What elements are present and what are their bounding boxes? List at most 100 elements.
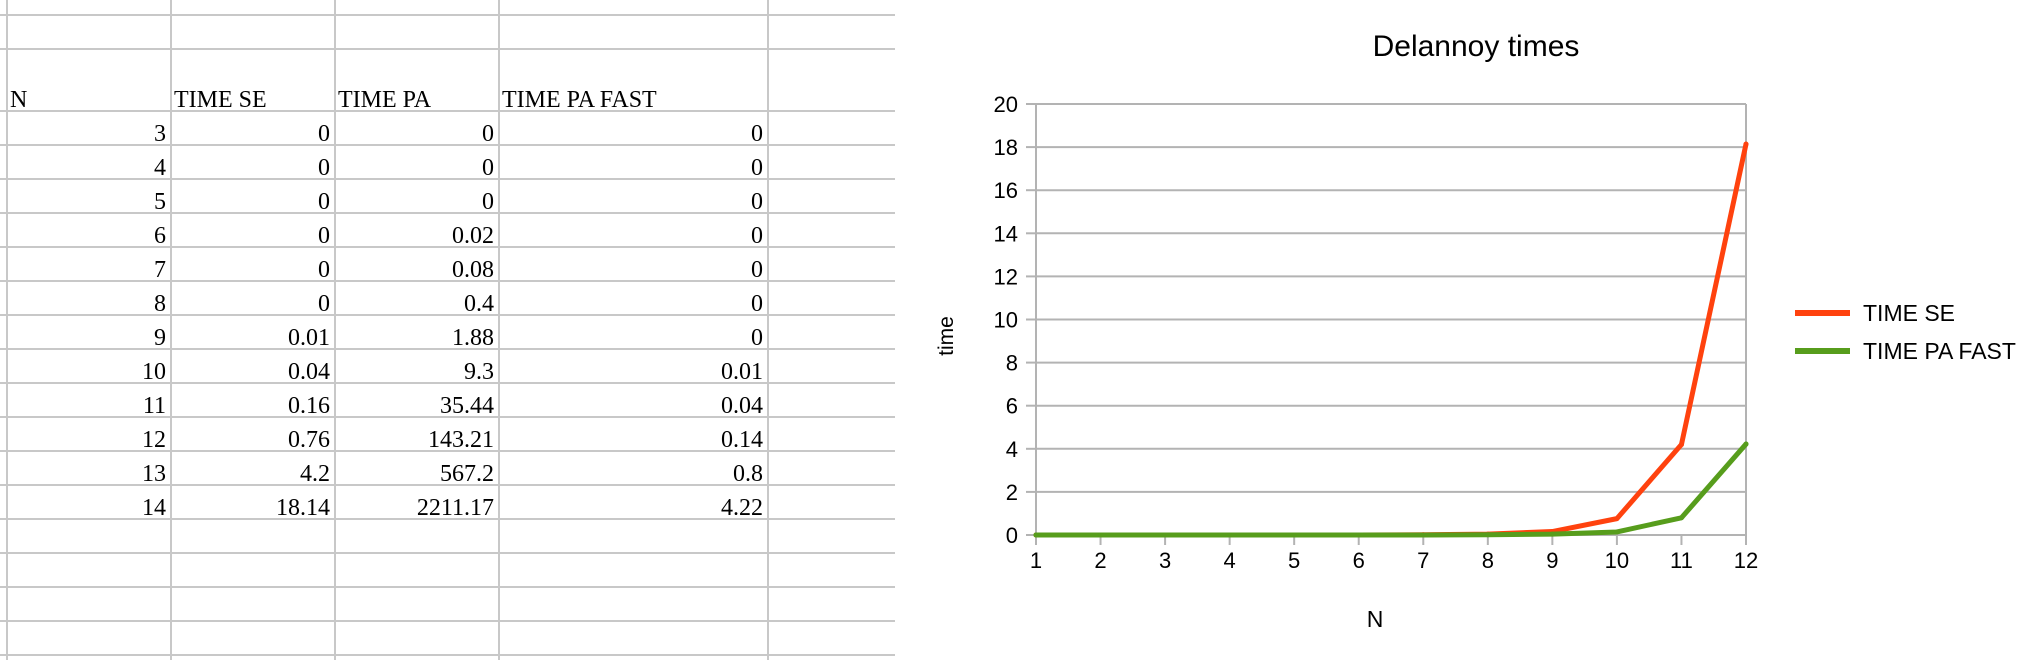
- data-point-time-pa-fast: [1162, 532, 1168, 538]
- y-axis-label: time: [935, 316, 958, 356]
- column-divider: [767, 0, 769, 660]
- cell-time-pa[interactable]: 35.44: [440, 393, 494, 419]
- y-tick-label: 0: [1006, 523, 1018, 548]
- x-tick-label: 8: [1482, 548, 1494, 573]
- data-point-time-pa-fast: [1614, 529, 1620, 535]
- cell-time-se[interactable]: 0.16: [288, 393, 330, 419]
- cell-time-pa-fast[interactable]: 0: [751, 223, 763, 249]
- cell-time-pa[interactable]: 567.2: [440, 461, 494, 487]
- cell-time-pa[interactable]: 9.3: [464, 359, 494, 385]
- chart[interactable]: Delannoy times time N 024681012141618201…: [895, 0, 2042, 660]
- cell-time-pa-fast[interactable]: 0: [751, 189, 763, 215]
- y-tick-label: 8: [1006, 351, 1018, 376]
- cell-time-se[interactable]: 0: [318, 155, 330, 181]
- legend-label-time-pa-fast[interactable]: TIME PA FAST: [1863, 338, 2016, 364]
- cell-n[interactable]: 6: [154, 223, 166, 249]
- cell-time-se[interactable]: 0.01: [288, 325, 330, 351]
- cell-time-pa-fast[interactable]: 0.14: [721, 427, 763, 453]
- header-cell-time-se[interactable]: TIME SE: [174, 87, 267, 113]
- data-point-time-pa-fast: [1291, 532, 1297, 538]
- cell-time-pa[interactable]: 0: [482, 121, 494, 147]
- row-divider: [0, 14, 895, 16]
- cell-time-pa[interactable]: 0: [482, 189, 494, 215]
- column-divider: [6, 0, 8, 660]
- x-tick-label: 11: [1670, 548, 1693, 573]
- cell-n[interactable]: 5: [154, 189, 166, 215]
- cell-time-pa-fast[interactable]: 0: [751, 257, 763, 283]
- y-tick-label: 16: [994, 178, 1018, 203]
- cell-time-se[interactable]: 0.76: [288, 427, 330, 453]
- header-cell-n[interactable]: N: [10, 87, 28, 113]
- x-tick-label: 9: [1546, 548, 1558, 573]
- data-point-time-pa-fast: [1549, 531, 1555, 537]
- y-tick-label: 4: [1006, 437, 1018, 462]
- data-point-time-se: [1678, 441, 1684, 447]
- row-divider: [0, 144, 895, 146]
- cell-n[interactable]: 7: [154, 257, 166, 283]
- column-divider: [498, 0, 500, 660]
- chart-title: Delannoy times: [1373, 30, 1580, 63]
- cell-time-pa[interactable]: 0.4: [464, 291, 494, 317]
- row-divider: [0, 348, 895, 350]
- spreadsheet-grid[interactable]: N TIME SE TIME PA TIME PA FAST 3 0 0 0 4 0 0 0 5…: [0, 0, 895, 660]
- cell-n[interactable]: 8: [154, 291, 166, 317]
- x-tick-label: 10: [1605, 548, 1629, 573]
- cell-time-pa[interactable]: 0: [482, 155, 494, 181]
- header-cell-time-pa-fast[interactable]: TIME PA FAST: [502, 87, 657, 113]
- y-tick-label: 20: [994, 92, 1018, 117]
- cell-n[interactable]: 3: [154, 121, 166, 147]
- cell-time-pa-fast[interactable]: 0: [751, 325, 763, 351]
- x-tick-label: 1: [1030, 548, 1042, 573]
- data-point-time-pa-fast: [1420, 532, 1426, 538]
- cell-time-pa[interactable]: 0.02: [452, 223, 494, 249]
- cell-time-pa[interactable]: 0.08: [452, 257, 494, 283]
- cell-time-pa-fast[interactable]: 0.04: [721, 393, 763, 419]
- row-divider: [0, 246, 895, 248]
- cell-time-se[interactable]: 0: [318, 291, 330, 317]
- cell-time-se[interactable]: 0: [318, 189, 330, 215]
- cell-n[interactable]: 4: [154, 155, 166, 181]
- cell-time-pa[interactable]: 143.21: [428, 427, 494, 453]
- data-point-time-pa-fast: [1227, 532, 1233, 538]
- row-divider: [0, 450, 895, 452]
- row-divider: [0, 110, 895, 112]
- header-cell-time-pa[interactable]: TIME PA: [338, 87, 432, 113]
- cell-n[interactable]: 10: [142, 359, 166, 385]
- data-point-time-pa-fast: [1098, 532, 1104, 538]
- cell-n[interactable]: 13: [142, 461, 166, 487]
- data-point-time-pa-fast: [1743, 441, 1749, 447]
- row-divider: [0, 552, 895, 554]
- cell-time-pa-fast[interactable]: 0: [751, 155, 763, 181]
- row-divider: [0, 48, 895, 50]
- cell-time-se[interactable]: 0: [318, 257, 330, 283]
- x-tick-label: 4: [1224, 548, 1236, 573]
- cell-time-pa-fast[interactable]: 0.8: [733, 461, 763, 487]
- cell-n[interactable]: 12: [142, 427, 166, 453]
- data-point-time-se: [1743, 141, 1749, 147]
- cell-time-se[interactable]: 18.14: [276, 495, 330, 521]
- cell-time-se[interactable]: 0.04: [288, 359, 330, 385]
- column-divider: [334, 0, 336, 660]
- legend-label-time-se[interactable]: TIME SE: [1863, 300, 1955, 326]
- cell-time-pa-fast[interactable]: 4.22: [721, 495, 763, 521]
- data-point-time-pa-fast: [1033, 532, 1039, 538]
- chart-background: [895, 0, 2042, 660]
- data-point-time-pa-fast: [1356, 532, 1362, 538]
- cell-time-pa[interactable]: 2211.17: [416, 495, 494, 521]
- cell-time-se[interactable]: 0: [318, 223, 330, 249]
- cell-time-pa-fast[interactable]: 0.01: [721, 359, 763, 385]
- x-tick-label: 3: [1159, 548, 1171, 573]
- row-divider: [0, 654, 895, 656]
- cell-n[interactable]: 9: [154, 325, 166, 351]
- x-tick-label: 7: [1417, 548, 1429, 573]
- cell-time-pa-fast[interactable]: 0: [751, 121, 763, 147]
- cell-time-se[interactable]: 4.2: [300, 461, 330, 487]
- series-line-time-pa-fast[interactable]: [1033, 441, 1749, 538]
- row-divider: [0, 518, 895, 520]
- x-tick-label: 12: [1734, 548, 1758, 573]
- cell-time-se[interactable]: 0: [318, 121, 330, 147]
- cell-n[interactable]: 14: [142, 495, 166, 521]
- cell-n[interactable]: 11: [142, 393, 166, 419]
- cell-time-pa[interactable]: 1.88: [452, 325, 494, 351]
- cell-time-pa-fast[interactable]: 0: [751, 291, 763, 317]
